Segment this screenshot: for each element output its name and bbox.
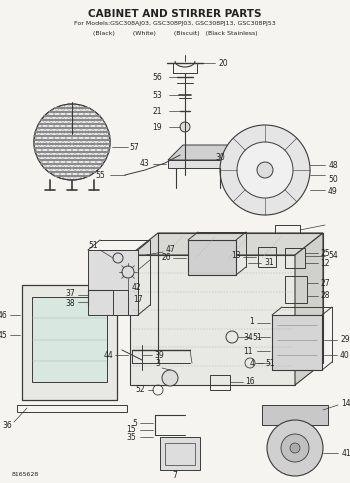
Polygon shape — [32, 297, 107, 382]
Polygon shape — [113, 290, 128, 315]
Circle shape — [220, 125, 310, 215]
Text: 46: 46 — [0, 311, 7, 319]
Polygon shape — [168, 145, 243, 160]
Text: 11: 11 — [243, 346, 253, 355]
Polygon shape — [295, 233, 323, 385]
Circle shape — [180, 122, 190, 132]
Text: 17: 17 — [133, 296, 143, 304]
Circle shape — [290, 443, 300, 453]
Text: 7: 7 — [173, 470, 177, 480]
Text: 4: 4 — [250, 358, 254, 368]
Text: 51: 51 — [88, 242, 98, 251]
Text: 49: 49 — [328, 187, 338, 197]
Text: 47: 47 — [165, 245, 175, 255]
Text: 57: 57 — [129, 142, 139, 152]
Circle shape — [162, 370, 178, 386]
Circle shape — [281, 434, 309, 462]
Text: 8165628: 8165628 — [12, 472, 39, 478]
Text: 41: 41 — [341, 449, 350, 457]
Text: 21: 21 — [152, 106, 162, 115]
Text: 12: 12 — [320, 258, 330, 268]
Text: 1: 1 — [250, 316, 254, 326]
Text: 25: 25 — [320, 248, 330, 257]
Text: 37: 37 — [65, 288, 75, 298]
Text: 40: 40 — [340, 351, 350, 359]
Text: 5: 5 — [133, 418, 138, 427]
Text: 35: 35 — [126, 432, 136, 441]
Text: 44: 44 — [103, 351, 113, 359]
Text: 54: 54 — [328, 252, 338, 260]
Text: 27: 27 — [320, 279, 330, 287]
Text: 29: 29 — [340, 336, 350, 344]
Text: 51: 51 — [252, 332, 262, 341]
Text: (Black)         (White)         (Biscuit)   (Black Stainless): (Black) (White) (Biscuit) (Black Stainle… — [93, 30, 257, 35]
Polygon shape — [88, 250, 138, 315]
Text: 16: 16 — [245, 378, 255, 386]
Text: 3: 3 — [155, 359, 160, 369]
Text: 14: 14 — [341, 398, 350, 408]
Polygon shape — [22, 285, 117, 400]
Circle shape — [237, 142, 293, 198]
Polygon shape — [228, 145, 243, 168]
Text: 50: 50 — [328, 175, 338, 185]
Polygon shape — [168, 160, 228, 168]
Text: 52: 52 — [135, 385, 145, 395]
Text: 26: 26 — [161, 253, 171, 262]
Text: 55: 55 — [95, 170, 105, 180]
Text: 28: 28 — [320, 292, 330, 300]
Text: 45: 45 — [0, 330, 7, 340]
Polygon shape — [272, 315, 322, 370]
Text: 30: 30 — [215, 154, 225, 162]
Text: 43: 43 — [140, 159, 150, 169]
Text: CABINET AND STIRRER PARTS: CABINET AND STIRRER PARTS — [88, 9, 262, 19]
Text: 56: 56 — [152, 72, 162, 82]
Text: 53: 53 — [152, 90, 162, 99]
Text: 48: 48 — [328, 160, 338, 170]
Text: 31: 31 — [264, 258, 274, 267]
Text: 20: 20 — [218, 58, 228, 68]
Text: 13: 13 — [231, 251, 241, 259]
Polygon shape — [130, 233, 323, 255]
Text: 15: 15 — [126, 426, 136, 435]
Polygon shape — [130, 255, 295, 385]
Circle shape — [267, 420, 323, 476]
Polygon shape — [160, 437, 200, 470]
Circle shape — [257, 162, 273, 178]
Text: 19: 19 — [152, 123, 162, 131]
Text: 42: 42 — [131, 283, 141, 292]
Text: 39: 39 — [154, 351, 164, 359]
Text: 38: 38 — [65, 299, 75, 309]
Circle shape — [34, 104, 110, 180]
Text: 36: 36 — [2, 422, 12, 430]
Text: 51: 51 — [265, 358, 275, 368]
Polygon shape — [188, 240, 236, 275]
Text: For Models:GSC308AJ03, GSC308PJ03, GSC308PJ13, GSC308PJ53: For Models:GSC308AJ03, GSC308PJ03, GSC30… — [74, 22, 276, 27]
Polygon shape — [262, 405, 328, 425]
Text: 34: 34 — [243, 332, 253, 341]
